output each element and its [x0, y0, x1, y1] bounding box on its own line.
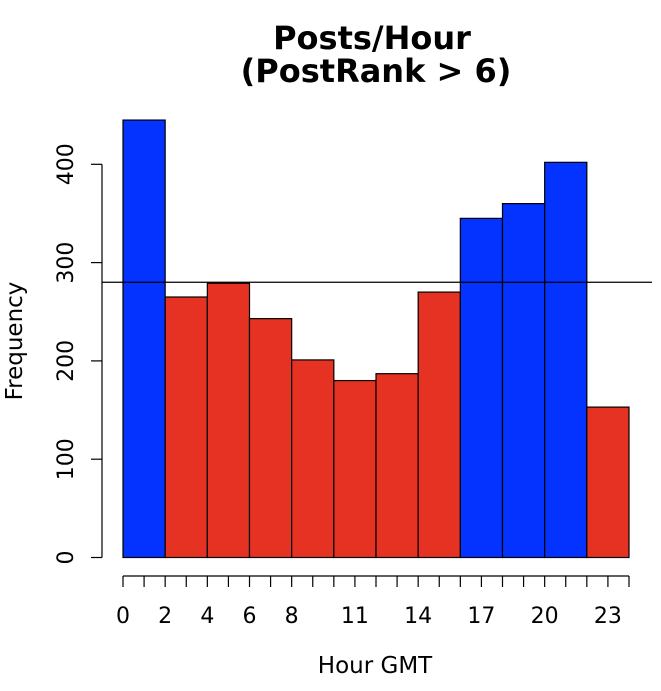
x-tick-label-7: 17	[467, 604, 495, 629]
x-tick-label-6: 14	[404, 604, 432, 629]
x-axis: 0 2 4 6 8 11 14 17 20 23	[116, 575, 630, 629]
histogram-bar-9	[501, 203, 546, 559]
chart-title-line-2: (PostRank > 6)	[241, 52, 512, 90]
y-axis-title: Frequency	[2, 282, 28, 401]
histogram-bar-3	[248, 318, 293, 559]
x-tick-label-2: 4	[200, 604, 214, 629]
histogram-bar-10	[544, 161, 588, 559]
histogram-bar-1	[164, 296, 208, 559]
x-tick-label-1: 2	[158, 604, 172, 629]
x-tick-label-0: 0	[116, 604, 130, 629]
histogram-bar-0	[122, 119, 166, 559]
histogram-bar-11	[586, 406, 630, 559]
y-tick-label-3: 300	[54, 242, 79, 284]
y-axis: 0 100 200 300 400	[54, 143, 103, 565]
histogram-bar-2	[206, 282, 251, 559]
bars-group	[122, 119, 630, 559]
x-tick-label-5: 11	[341, 604, 369, 629]
x-tick-label-9: 23	[594, 604, 622, 629]
histogram-bar-7	[417, 291, 461, 559]
y-tick-label-2: 200	[54, 340, 79, 382]
chart-title-line-1: Posts/Hour	[273, 19, 471, 57]
histogram-bar-8	[459, 217, 504, 559]
x-axis-title: Hour GMT	[318, 653, 433, 679]
histogram-bar-5	[333, 379, 377, 559]
x-tick-label-4: 8	[285, 604, 299, 629]
y-tick-label-4: 400	[54, 143, 79, 185]
y-tick-label-1: 100	[54, 438, 79, 480]
histogram-bar-6	[375, 373, 419, 559]
x-tick-label-3: 6	[243, 604, 257, 629]
y-tick-label-0: 0	[54, 551, 79, 565]
histogram-bar-4	[291, 359, 335, 559]
x-tick-label-8: 20	[531, 604, 559, 629]
